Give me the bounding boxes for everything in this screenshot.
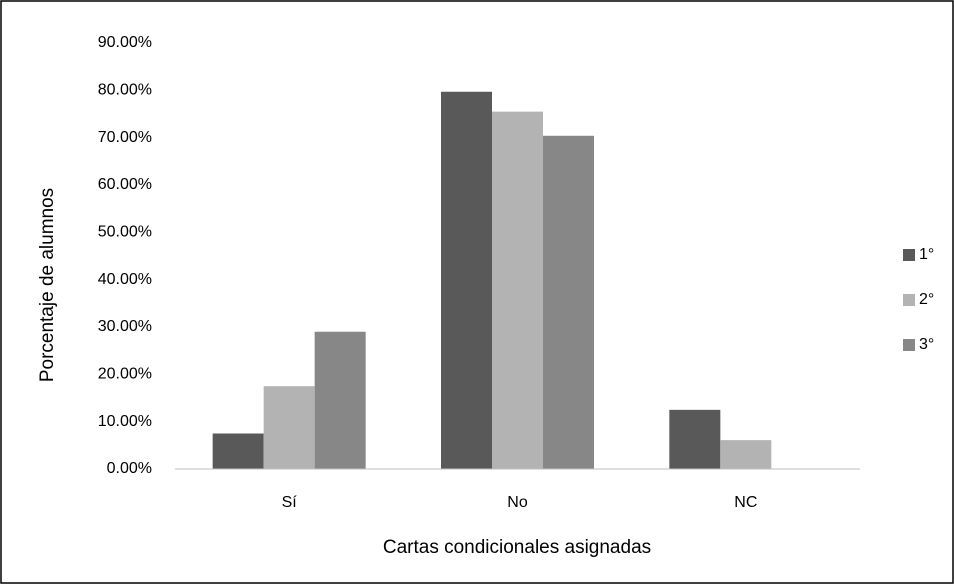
y-tick-label: 60.00% (98, 176, 152, 193)
x-tick-label: NC (734, 494, 757, 511)
legend-label: 2° (919, 291, 934, 308)
legend-swatch (903, 294, 915, 306)
x-tick-label: Sí (282, 494, 298, 511)
bar (492, 111, 543, 469)
bar (669, 409, 721, 469)
legend-swatch (903, 249, 915, 261)
legend-label: 3° (919, 336, 934, 353)
y-tick-label: 20.00% (98, 366, 152, 383)
bar (212, 433, 264, 469)
y-tick-label: 90.00% (98, 34, 152, 51)
legend-swatch (903, 339, 915, 351)
bar (314, 331, 366, 469)
y-tick-label: 70.00% (98, 129, 152, 146)
bar (263, 386, 315, 469)
y-tick-label: 80.00% (98, 82, 152, 99)
y-tick-label: 0.00% (107, 460, 152, 477)
x-axis-title: Cartas condicionales asignadas (383, 537, 651, 558)
y-tick-label: 40.00% (98, 271, 152, 288)
y-tick-label: 50.00% (98, 224, 152, 241)
bar (720, 440, 772, 469)
legend-label: 1° (919, 246, 934, 263)
x-tick-label: No (507, 494, 528, 511)
y-axis-title: Porcentaje de alumnos (37, 188, 58, 382)
bar (543, 135, 594, 470)
y-tick-label: 10.00% (98, 413, 152, 430)
y-tick-label: 30.00% (98, 318, 152, 335)
bar (441, 91, 492, 470)
